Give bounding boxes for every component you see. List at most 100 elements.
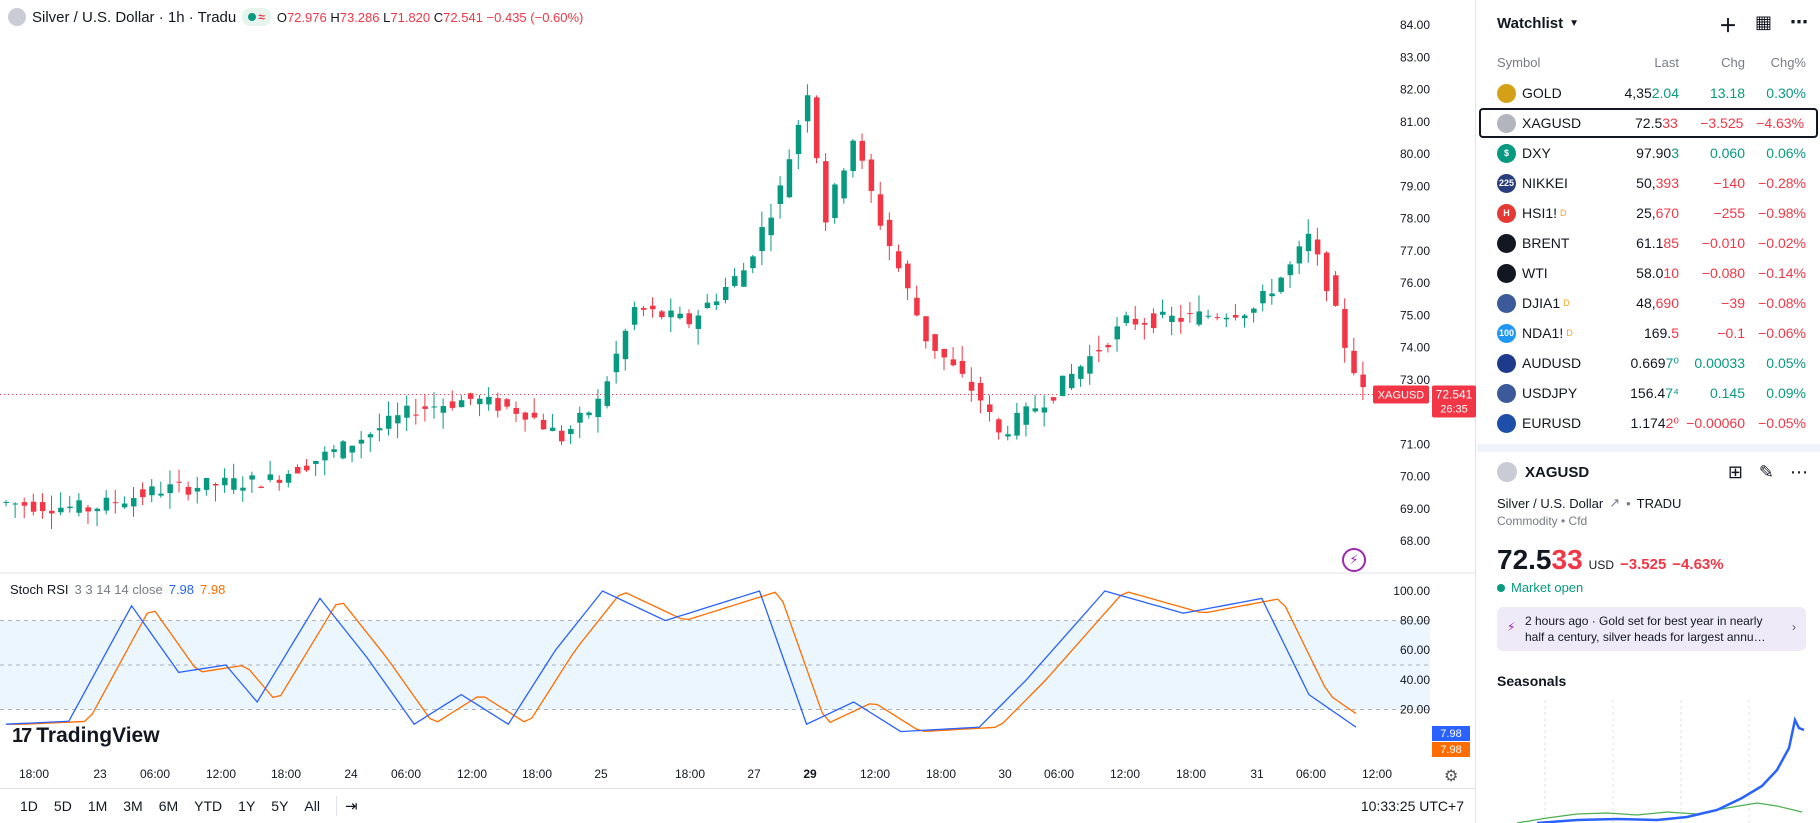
watchlist-row-eurusd[interactable]: EURUSD 1.1742⁰ −0.00060 −0.05% [1477,408,1820,438]
candle-body [577,412,583,423]
edit-icon[interactable]: ✎ [1758,462,1774,482]
watchlist-row-audusd[interactable]: AUDUSD 0.6697⁰ 0.00033 0.05% [1477,348,1820,378]
candle-body [1141,322,1148,325]
oil-drop-icon [1497,263,1516,283]
watchlist-row-nikkei[interactable]: 225 NIKKEI 50,393 −140 −0.28% [1477,168,1820,198]
candle-body [1114,326,1121,340]
candle-body [313,460,319,464]
candle-body [804,95,811,122]
candle-body [67,506,73,509]
col-last[interactable]: Last [1654,54,1679,70]
detail-change-pct: −4.63% [1672,556,1724,573]
time-tick: 31 [1250,767,1264,781]
detail-change: −3.525 [1620,556,1667,573]
candle-body [240,487,246,491]
tradingview-logo[interactable]: 17 TradingView [12,724,160,747]
candle-body [121,503,128,508]
row-pct: −0.28% [1758,175,1806,191]
candle-body [1050,397,1057,401]
right-panel: Watchlist ▼ ＋ ▦ ⋯ Symbol Last Chg Chg% G… [1477,0,1820,823]
market-status-pill[interactable]: ≈ [242,8,271,26]
candle-body [604,381,611,406]
range-3m[interactable]: 3M [123,798,143,814]
watchlist-row-xagusd[interactable]: XAGUSD 72.533 −3.525 −4.63% [1479,108,1818,138]
range-1d[interactable]: 1D [20,798,38,814]
candle-body [1223,317,1230,320]
time-tick: 25 [594,767,608,781]
news-headline: 2 hours ago · Gold set for best year in … [1525,614,1766,644]
row-symbol: AUDUSD [1522,355,1582,371]
candle-body [1305,233,1312,252]
watchlist-row-wti[interactable]: WTI 58.010 −0.080 −0.14% [1477,258,1820,288]
range-ytd[interactable]: YTD [194,798,223,814]
calendar-range-icon[interactable]: ⇥ [344,798,358,815]
range-6m[interactable]: 6M [158,798,179,814]
row-chg: −0.00060 [1686,415,1745,431]
candle-body [677,313,683,319]
detail-price: 72.533 USD −3.525 −4.63% [1477,544,1820,576]
legend-title[interactable]: Silver / U.S. Dollar · 1h · Tradu [32,8,237,26]
range-1m[interactable]: 1M [87,798,108,814]
high-value: 73.286 [339,9,380,25]
detail-symbol[interactable]: XAGUSD [1525,463,1590,481]
seasonals-title[interactable]: Seasonals [1497,673,1567,689]
watchlist-row-djia1[interactable]: DJIA1 D 48,690 −39 −0.08% [1477,288,1820,318]
watchlist-row-gold[interactable]: GOLD 4,352.04 13.18 0.30% [1477,78,1820,108]
range-all[interactable]: All [304,798,320,814]
watchlist-row-dxy[interactable]: $ DXY 97.903 0.060 0.06% [1477,138,1820,168]
row-chg: −0.080 [1701,265,1745,281]
candle-body [968,381,975,391]
news-card[interactable]: ⚡ 2 hours ago · Gold set for best year i… [1497,607,1806,651]
price-tick: 71.00 [1400,437,1430,451]
candle-body [549,427,556,431]
watchlist-row-nda1[interactable]: 100 NDA1! D 169.5 −0.1 −0.06% [1477,318,1820,348]
watchlist-title[interactable]: Watchlist [1497,14,1564,32]
grid-icon[interactable]: ⊞ [1727,462,1743,482]
add-symbol-icon[interactable]: ＋ [1718,16,1737,36]
col-symbol[interactable]: Symbol [1497,54,1541,70]
candle-body [686,313,692,325]
layout-grid-icon[interactable]: ▦ [1754,12,1772,32]
range-1y[interactable]: 1Y [238,798,256,814]
candle-body [987,404,993,413]
candle-body [404,405,410,418]
range-5y[interactable]: 5Y [271,798,289,814]
range-5d[interactable]: 5D [53,798,72,814]
candle-body [212,483,219,486]
symbol-badge-text: XAGUSD [1378,390,1425,402]
last-price-text: 72.541 [1436,388,1473,402]
price-tick: 83.00 [1400,50,1430,64]
more-icon[interactable]: ⋯ [1790,12,1808,32]
candle-body [249,475,255,480]
nasdaq-icon: 100 [1497,323,1516,343]
more-icon[interactable]: ⋯ [1790,462,1808,482]
watchlist-row-usdjpy[interactable]: USDJPY 156.47⁴ 0.145 0.09% [1477,378,1820,408]
stoch-rsi-legend[interactable]: Stoch RSI 3 3 14 14 close 7.98 7.98 [10,582,225,597]
clock[interactable]: 10:33:25 UTC+7 [1360,798,1464,814]
row-symbol: XAGUSD [1522,115,1582,131]
row-chg: 0.00033 [1694,355,1745,371]
d-badge-text: 7.98 [1440,744,1461,756]
col-pct[interactable]: Chg% [1770,54,1806,70]
watchlist-row-hsi1[interactable]: H HSI1! D 25,670 −255 −0.98% [1477,198,1820,228]
chevron-down-icon[interactable]: ▼ [1569,17,1580,29]
gear-icon[interactable]: ⚙ [1444,768,1459,785]
candle-body [886,219,893,247]
chart-pane[interactable]: 100.00 80.00 60.00 40.00 20.00 7.98 7.98 84.00… [0,0,1476,823]
chart-canvas[interactable]: 100.00 80.00 60.00 40.00 20.00 7.98 7.98 84.00… [0,0,1476,788]
candle-body [294,466,301,474]
lightning-icon[interactable]: ⚡ [1342,548,1366,572]
au-flag-icon [1497,353,1516,373]
panel-divider[interactable] [1477,444,1820,452]
time-tick: 24 [344,767,358,781]
watchlist-row-brent[interactable]: BRENT 61.185 −0.010 −0.02% [1477,228,1820,258]
col-chg[interactable]: Chg [1721,54,1745,70]
external-link-icon[interactable]: ↗ [1609,495,1621,510]
candle-body [385,415,392,429]
candle-body [786,159,793,198]
candle-body [1178,318,1184,322]
row-symbol: GOLD [1522,85,1562,101]
row-last: 25,670 [1636,205,1679,221]
candle-body [1323,252,1330,291]
seasonals-chart[interactable] [1477,700,1820,823]
